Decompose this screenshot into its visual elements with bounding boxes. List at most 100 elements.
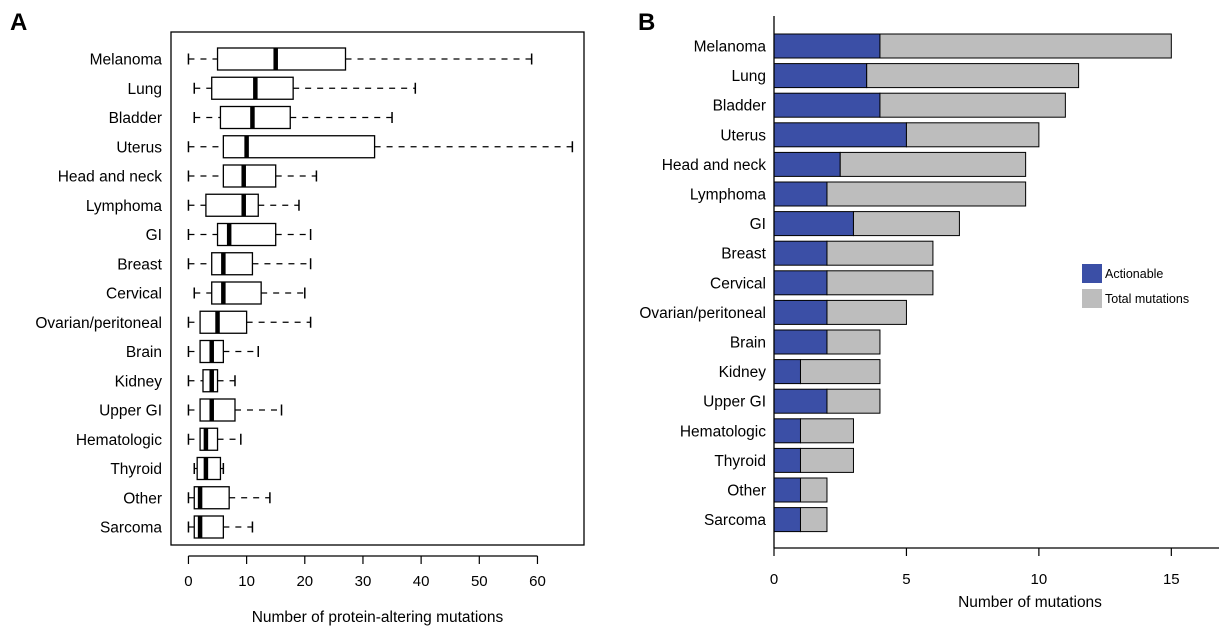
category-label: Thyroid	[714, 453, 766, 470]
bar-actionable	[773, 299, 828, 325]
box-12	[187, 398, 283, 422]
x-axis-title-a: Number of protein-altering mutations	[252, 609, 504, 626]
bar-actionable	[773, 359, 801, 385]
iqr-box	[196, 456, 222, 481]
category-label: Upper GI	[99, 403, 162, 420]
iqr-box	[219, 105, 291, 130]
category-label: Breast	[117, 256, 162, 273]
category-label: Sarcoma	[100, 520, 162, 537]
category-label: Bladder	[713, 98, 766, 115]
bar-actionable	[773, 329, 828, 355]
bar-total-mutations	[826, 388, 881, 414]
box-6	[187, 222, 312, 247]
iqr-box	[199, 310, 248, 334]
bar-actionable	[773, 33, 881, 59]
bar-total-mutations	[826, 329, 881, 355]
box-9	[187, 310, 312, 334]
box-15	[187, 486, 271, 510]
bar-total-mutations	[879, 33, 1172, 59]
bar-total-mutations	[839, 151, 1027, 177]
bar-actionable	[773, 418, 801, 444]
bar-total-mutations	[852, 211, 960, 237]
bar-total-mutations	[866, 63, 1080, 89]
category-label: Head and neck	[662, 157, 767, 174]
iqr-box	[199, 398, 236, 422]
category-label: Melanoma	[90, 52, 163, 69]
bar-total-mutations	[879, 92, 1066, 118]
category-label: Other	[727, 483, 766, 500]
x-tick-label: 0	[184, 573, 192, 590]
box-16	[187, 515, 254, 539]
x-tick-label: 15	[1163, 571, 1180, 588]
x-tick-label: 50	[471, 573, 488, 590]
category-label: Cervical	[710, 275, 766, 292]
category-label: Cervical	[106, 286, 162, 303]
bar-actionable	[773, 507, 801, 533]
x-tick-label: 0	[770, 571, 778, 588]
bar-total-mutations	[799, 359, 881, 385]
category-label: GI	[146, 227, 162, 244]
bar-actionable	[773, 181, 828, 207]
x-tick-label: 40	[413, 573, 430, 590]
panel-label-b: B	[638, 9, 655, 36]
iqr-box	[211, 76, 294, 100]
category-label: Melanoma	[694, 39, 767, 56]
category-label: Lung	[732, 68, 766, 85]
plot-frame-a	[170, 31, 585, 546]
x-tick-label: 60	[529, 573, 546, 590]
bar-total-mutations	[799, 507, 828, 533]
category-label: Bladder	[109, 110, 162, 127]
box-13	[187, 427, 242, 451]
legend-swatch	[1082, 264, 1102, 283]
legend-swatch	[1082, 289, 1102, 308]
iqr-box	[211, 281, 262, 305]
box-0	[187, 47, 533, 71]
category-label: Brain	[730, 335, 766, 352]
x-tick-label: 10	[238, 573, 255, 590]
iqr-box	[216, 47, 347, 71]
iqr-box	[205, 193, 259, 217]
category-label: Upper GI	[703, 394, 766, 411]
panel-a: A Melanoma Lung Bladder Uterus Head and neck L…	[10, 9, 585, 626]
category-label: GI	[750, 216, 766, 233]
box-8	[193, 281, 306, 305]
box-4	[187, 164, 318, 188]
legend-label: Actionable	[1105, 267, 1163, 281]
bar-actionable	[773, 388, 828, 414]
bar-actionable	[773, 92, 881, 118]
category-label: Lymphoma	[690, 187, 766, 204]
iqr-box	[216, 222, 277, 247]
box-10	[187, 339, 260, 364]
category-label: Head and neck	[58, 169, 163, 186]
category-label: Ovarian/peritoneal	[639, 305, 766, 322]
category-label: Thyroid	[110, 461, 162, 478]
bar-actionable	[773, 211, 854, 237]
x-axis-title-b: Number of mutations	[958, 594, 1102, 611]
bar-total-mutations	[799, 418, 854, 444]
category-label: Kidney	[719, 364, 767, 381]
bar-total-mutations	[799, 477, 828, 503]
bar-actionable	[773, 477, 801, 503]
bar-total-mutations	[826, 270, 934, 296]
bar-actionable	[773, 63, 868, 89]
category-label: Ovarian/peritoneal	[35, 315, 162, 332]
box-11	[187, 369, 236, 393]
bar-actionable	[773, 270, 828, 296]
panel-label-a: A	[10, 9, 27, 36]
category-label: Sarcoma	[704, 512, 766, 529]
category-label: Kidney	[115, 373, 163, 390]
bar-total-mutations	[826, 181, 1027, 207]
bar-actionable	[773, 151, 841, 177]
legend-label: Total mutations	[1105, 292, 1189, 306]
box-5	[187, 193, 300, 217]
category-label: Lung	[128, 81, 162, 98]
legend: Actionable Total mutations	[1082, 264, 1189, 308]
bar-actionable	[773, 122, 907, 148]
category-label: Hematologic	[76, 432, 162, 449]
box-2	[193, 105, 393, 130]
iqr-box	[193, 486, 230, 510]
box-1	[193, 76, 417, 100]
category-label: Lymphoma	[86, 198, 162, 215]
bar-total-mutations	[905, 122, 1040, 148]
iqr-box	[211, 252, 254, 276]
